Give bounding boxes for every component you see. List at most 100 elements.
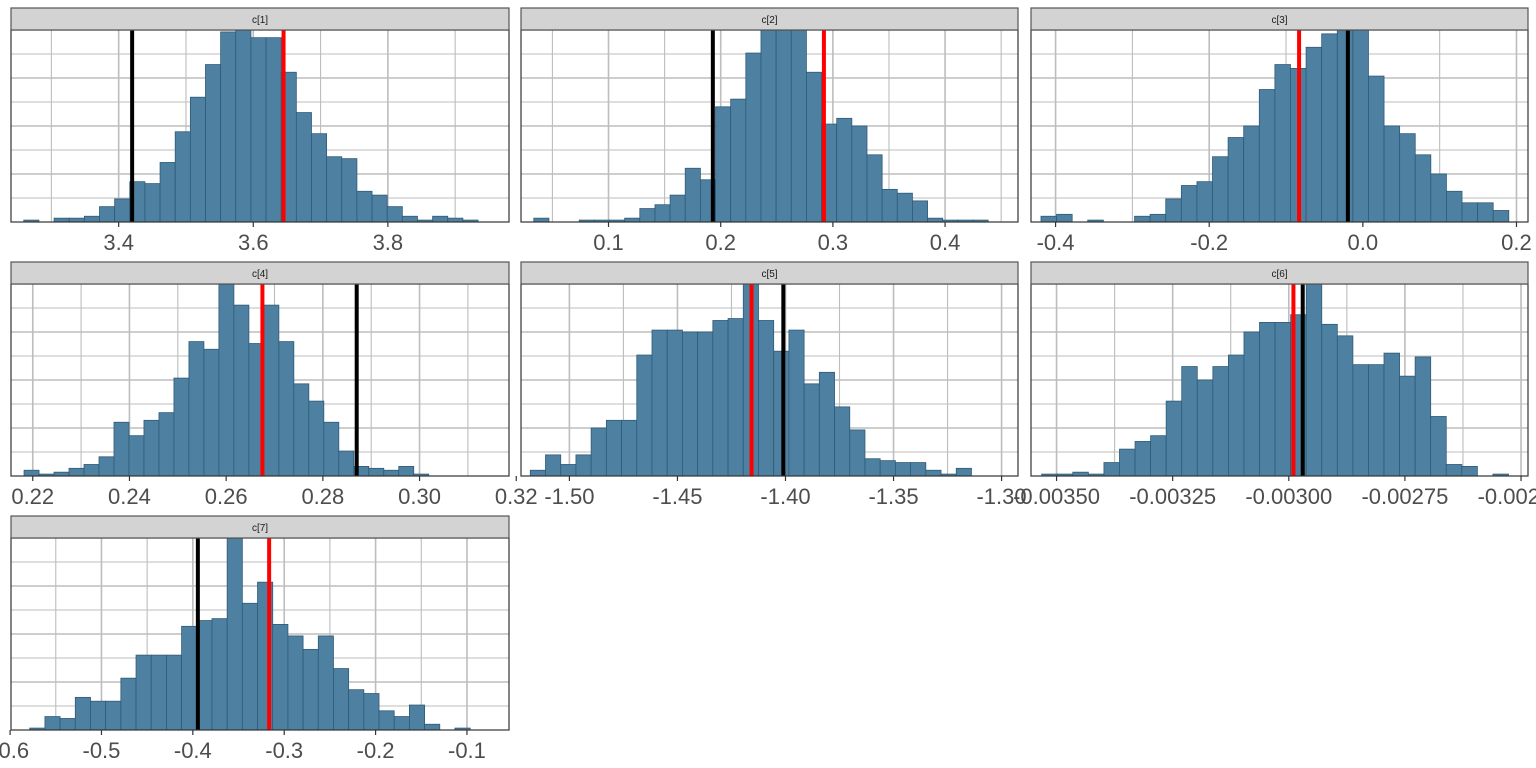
histogram-bar bbox=[99, 457, 114, 476]
histogram-panel: c[5] -1.50 -1.45 -1.40 -1.35 -1.30 bbox=[521, 262, 1027, 509]
histogram-bar bbox=[1135, 441, 1151, 476]
x-tick-label: -0.00275 bbox=[1361, 484, 1448, 509]
x-tick-label: -0.2 bbox=[357, 738, 395, 763]
histogram-bar bbox=[1368, 76, 1384, 222]
x-tick-label: -1.35 bbox=[868, 484, 918, 509]
histogram-bar bbox=[606, 420, 621, 476]
histogram-bar bbox=[1181, 186, 1197, 222]
x-tick-label: 3.4 bbox=[103, 230, 134, 255]
histogram-bar bbox=[221, 32, 236, 222]
histogram-bar bbox=[242, 603, 257, 730]
histogram-bar bbox=[318, 636, 333, 730]
x-tick-label: -0.2 bbox=[1190, 230, 1228, 255]
panel-title: c[5] bbox=[761, 269, 777, 280]
x-tick-label: -0.6 bbox=[0, 738, 29, 763]
panel-title: c[1] bbox=[252, 15, 268, 26]
histogram-bar bbox=[106, 701, 121, 730]
histogram-bar bbox=[425, 724, 440, 730]
histogram-bar bbox=[685, 168, 700, 222]
histogram-bar bbox=[746, 53, 761, 222]
histogram-bar bbox=[175, 132, 190, 222]
histogram-bar bbox=[530, 470, 545, 476]
histogram-bar bbox=[1057, 214, 1073, 222]
histogram-bar bbox=[804, 384, 819, 476]
histogram-bar bbox=[394, 717, 409, 730]
histogram-bar bbox=[1431, 174, 1447, 222]
histogram-bar bbox=[912, 201, 927, 222]
histogram-bar bbox=[182, 626, 197, 730]
histogram-bar bbox=[1384, 353, 1400, 476]
x-tick-label: 0.28 bbox=[301, 484, 344, 509]
histogram-bar bbox=[145, 184, 160, 222]
histogram-bar bbox=[652, 330, 667, 476]
x-tick-label: 3.6 bbox=[238, 230, 269, 255]
histogram-bar bbox=[1462, 466, 1478, 476]
histogram-bar bbox=[865, 459, 880, 476]
histogram-bar bbox=[279, 342, 294, 476]
histogram-bar bbox=[1446, 191, 1462, 222]
histogram-bar bbox=[1400, 134, 1416, 222]
histogram-bar bbox=[266, 38, 281, 222]
histogram-bar bbox=[342, 159, 357, 222]
histogram-bar bbox=[640, 209, 655, 222]
panel-title: c[7] bbox=[252, 523, 268, 534]
histogram-bar bbox=[850, 430, 865, 476]
histogram-bar bbox=[75, 697, 90, 730]
histogram-bar bbox=[837, 118, 852, 222]
histogram-bar bbox=[655, 205, 670, 222]
histogram-bar bbox=[402, 216, 417, 222]
histogram-bar bbox=[205, 65, 220, 222]
histogram-bar bbox=[357, 191, 372, 222]
x-tick-label: -0.00250 bbox=[1478, 484, 1536, 509]
histogram-bar bbox=[576, 455, 591, 476]
x-tick-label: -0.5 bbox=[83, 738, 121, 763]
panel-title: c[4] bbox=[252, 269, 268, 280]
histogram-bar bbox=[1306, 284, 1322, 476]
histogram-bar bbox=[956, 468, 971, 476]
histogram-bar bbox=[121, 678, 136, 730]
histogram-bar bbox=[189, 342, 204, 476]
x-tick-label: -0.4 bbox=[1037, 230, 1075, 255]
histogram-bar bbox=[1228, 355, 1244, 476]
histogram-bar bbox=[129, 436, 144, 476]
histogram-bar bbox=[212, 619, 227, 730]
histogram-bar bbox=[333, 669, 348, 730]
histogram-bar bbox=[1166, 401, 1182, 476]
histogram-bar bbox=[1213, 367, 1229, 476]
histogram-bar bbox=[682, 332, 697, 476]
x-tick-label: 3.8 bbox=[373, 230, 404, 255]
histogram-bar bbox=[1151, 436, 1167, 476]
histogram-bar bbox=[1197, 380, 1213, 476]
histogram-bar bbox=[667, 330, 682, 476]
panel-title: c[6] bbox=[1271, 269, 1287, 280]
histogram-bar bbox=[819, 372, 834, 476]
histogram-bar bbox=[835, 407, 850, 476]
histogram-bar bbox=[1244, 332, 1260, 476]
histogram-bar bbox=[160, 162, 175, 222]
histogram-bar bbox=[227, 538, 242, 730]
histogram-bar bbox=[309, 401, 324, 476]
histogram-bar bbox=[236, 30, 251, 222]
panel-title: c[2] bbox=[761, 15, 777, 26]
x-tick-label: 0.4 bbox=[930, 230, 961, 255]
x-tick-label: -0.4 bbox=[174, 738, 212, 763]
histogram-bar bbox=[264, 305, 279, 476]
histogram-bar bbox=[1150, 214, 1166, 222]
histogram-bar bbox=[1322, 34, 1338, 222]
histogram-bar bbox=[251, 38, 266, 222]
histogram-bar bbox=[311, 134, 326, 222]
histogram-bar bbox=[99, 207, 114, 222]
x-tick-label: 0.24 bbox=[108, 484, 151, 509]
x-tick-label: -0.00350 bbox=[1013, 484, 1100, 509]
histogram-bar bbox=[1337, 336, 1353, 476]
histogram-bar bbox=[114, 422, 129, 476]
histogram-bar bbox=[1260, 322, 1276, 476]
x-tick-label: 0.2 bbox=[705, 230, 736, 255]
histogram-bar bbox=[136, 655, 151, 730]
histogram-bar bbox=[379, 711, 394, 730]
x-tick-label: -0.1 bbox=[448, 738, 486, 763]
histogram-bar bbox=[880, 461, 895, 476]
histogram-bar bbox=[1493, 210, 1509, 222]
x-tick-label: -1.45 bbox=[652, 484, 702, 509]
histogram-bar bbox=[713, 320, 728, 476]
